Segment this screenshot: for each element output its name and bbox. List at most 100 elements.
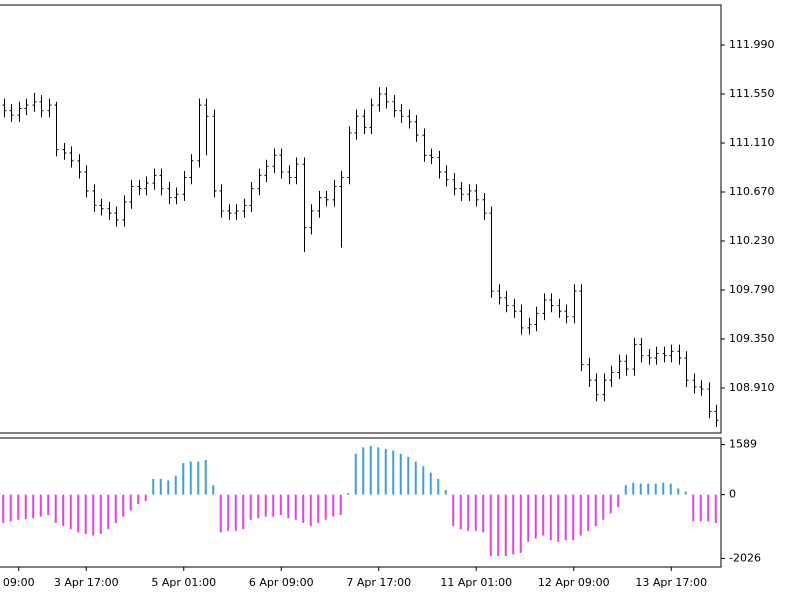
histogram-bar [287,494,290,519]
histogram-bar [152,478,155,495]
histogram-bar [302,494,305,523]
histogram-bar [317,494,320,523]
histogram-bar [564,494,567,541]
y-tick-label: 109.350 [729,332,775,345]
histogram-bar [47,494,50,516]
histogram-bar [167,480,170,495]
histogram-bar [129,494,132,511]
y-tick-label: 110.230 [729,234,775,247]
histogram-bar [527,494,530,542]
histogram-bar [264,494,267,517]
histogram-bar [632,482,635,495]
histogram-bar [587,494,590,531]
y-tick-label: 110.670 [729,185,775,198]
histogram-bar [107,494,110,530]
histogram-bar [77,494,80,533]
x-tick-label: 6 Apr 09:00 [249,576,314,589]
x-tick-label: 12 Apr 09:00 [538,576,610,589]
histogram-bar [137,494,140,505]
y-tick-label: 111.110 [729,136,775,149]
histogram-bar [294,494,297,520]
histogram-bar [2,494,5,523]
histogram-bar [654,483,657,495]
histogram-bar [17,494,20,520]
histogram-bar [489,494,492,556]
histogram-bar [84,494,87,534]
histogram-bar [324,494,327,520]
histogram-bar [339,494,342,516]
histogram-bar [249,494,252,520]
histogram-bar [144,494,147,501]
histogram-bar [392,450,395,495]
histogram-bar [399,453,402,495]
histogram-bar [519,494,522,553]
histogram-bar [219,494,222,533]
histogram-bar [684,491,687,495]
histogram-bar [32,494,35,519]
histogram-bar [189,461,192,495]
histogram-bar [272,494,275,517]
histogram-bar [557,494,560,542]
histogram-bar [617,494,620,508]
histogram-bar [377,447,380,495]
histogram-bar [204,460,207,495]
histogram-bar [257,494,260,519]
histogram-bar [114,494,117,523]
histogram-bar [62,494,65,527]
histogram-bar [497,494,500,556]
histogram-bar [459,494,462,530]
histogram-bar [639,483,642,495]
x-tick-label: 7 Apr 17:00 [346,576,411,589]
histogram-bar [662,482,665,495]
histogram-bar [594,494,597,527]
histogram-bar [707,494,710,522]
histogram-bar [347,493,350,495]
price-pane [0,4,722,434]
x-tick-label: 11 Apr 01:00 [440,576,512,589]
histogram-bar [92,494,95,536]
histogram-bar [182,463,185,495]
histogram-bar [647,483,650,495]
histogram-bar [99,494,102,534]
histogram-bar [9,494,12,522]
histogram-bar [579,494,582,536]
histogram-bar [354,453,357,495]
histogram-bar [122,494,125,517]
indicator-pane [0,437,722,568]
histogram-bar [572,494,575,541]
histogram-bar [542,494,545,536]
histogram-bar [669,483,672,495]
histogram-bar [467,494,470,531]
histogram-bar [692,494,695,522]
histogram-bar [407,456,410,495]
histogram-bar [624,485,627,495]
histogram-bar [512,494,515,555]
histogram-bar [197,461,200,495]
histogram-bar [452,494,455,527]
x-tick-label: 5 Apr 01:00 [151,576,216,589]
histogram-bar [159,478,162,495]
histogram-bar [437,478,440,495]
histogram-bar [474,494,477,531]
histogram-bar [414,461,417,495]
histogram-bar [212,485,215,495]
x-tick-label: 13 Apr 17:00 [635,576,707,589]
histogram-bar [714,494,717,523]
histogram-bar [234,494,237,531]
y-tick-label: 0 [729,488,736,501]
histogram-bar [227,494,230,531]
histogram-bar [24,494,27,520]
histogram-bar [534,494,537,539]
histogram-bar [482,494,485,533]
histogram-bar [279,494,282,516]
histogram-bar [39,494,42,517]
histogram-bar [54,494,57,523]
histogram-bar [362,447,365,495]
histogram-bar [69,494,72,530]
histogram-bar [369,445,372,495]
y-tick-label: -2026 [729,551,761,564]
histogram-bar [609,494,612,514]
x-tick-label: 09:00 [3,576,35,589]
histogram-bar [549,494,552,541]
